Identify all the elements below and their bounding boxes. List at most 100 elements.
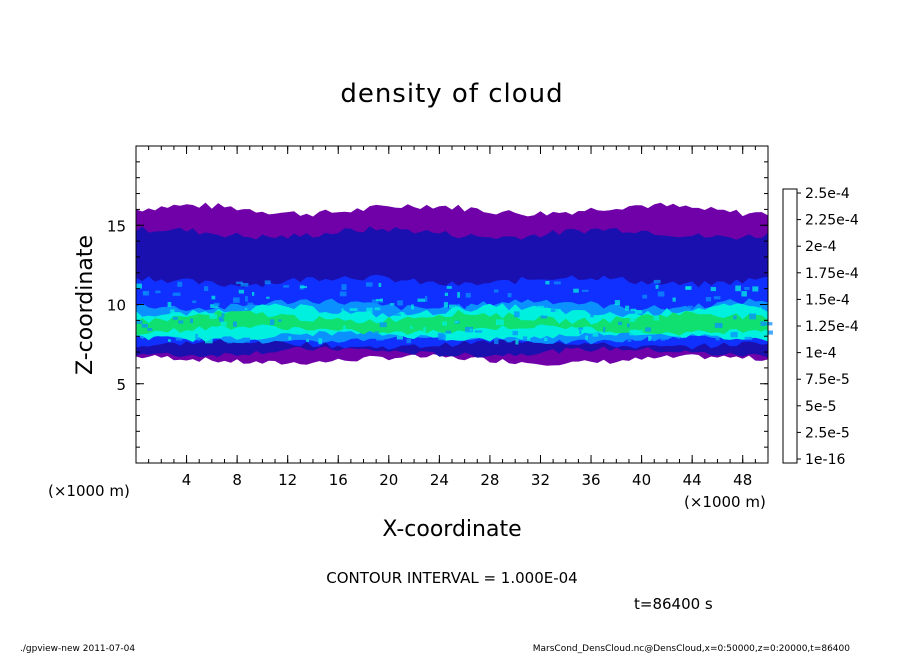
- density-speckle: [136, 320, 143, 324]
- density-speckle: [645, 327, 651, 332]
- density-speckle: [544, 337, 548, 342]
- density-speckle: [410, 325, 413, 329]
- x-tick-label: 12: [278, 471, 297, 489]
- density-speckle: [733, 315, 737, 320]
- colorbar-label: 1.75e-4: [805, 266, 859, 282]
- density-speckle: [713, 296, 721, 300]
- density-speckle: [653, 315, 659, 321]
- y-tick-label: 10: [107, 297, 126, 315]
- density-speckle: [252, 292, 255, 296]
- density-speckle: [752, 286, 759, 292]
- density-speckle: [226, 338, 233, 344]
- density-speckle: [656, 334, 663, 340]
- density-speckle: [527, 336, 531, 341]
- density-speckle: [578, 327, 584, 330]
- density-speckle: [141, 324, 148, 328]
- density-speckle: [376, 335, 384, 341]
- density-speckle: [397, 300, 403, 306]
- density-speckle: [219, 318, 224, 323]
- density-speckle: [167, 302, 172, 307]
- density-layer-6: [136, 309, 768, 336]
- density-speckle: [637, 329, 644, 332]
- density-speckle: [338, 313, 345, 316]
- density-speckle: [685, 286, 692, 290]
- density-speckle: [288, 336, 292, 341]
- density-speckle: [399, 331, 404, 336]
- density-speckle: [630, 308, 637, 312]
- density-speckle: [672, 297, 676, 302]
- density-speckle: [205, 337, 213, 344]
- colorbar-label: 2.25e-4: [805, 213, 859, 229]
- density-speckle: [741, 291, 747, 297]
- density-speckle: [136, 283, 142, 289]
- density-speckle: [349, 308, 358, 311]
- density-speckle: [423, 327, 426, 333]
- y-axis-label: Z-coordinate: [73, 235, 98, 375]
- density-speckle: [465, 326, 473, 333]
- density-speckle: [266, 296, 270, 299]
- density-speckle: [579, 330, 582, 335]
- density-speckle: [378, 282, 382, 287]
- colorbar-label: 1e-16: [805, 452, 845, 468]
- x-tick-label: 8: [232, 471, 242, 489]
- density-speckle: [714, 322, 723, 328]
- density-speckle: [221, 312, 225, 318]
- density-speckle: [366, 307, 373, 314]
- density-speckle: [235, 281, 243, 285]
- density-speckle: [242, 337, 250, 343]
- density-speckle: [218, 316, 223, 321]
- density-speckle: [448, 304, 457, 309]
- colorbar: 2.5e-4 2.25e-4 2e-4 1.75e-4 1.5e-4 1.25e-4 1e-…: [782, 186, 859, 468]
- density-speckle: [749, 313, 757, 320]
- density-speckle: [629, 329, 637, 336]
- density-speckle: [479, 309, 487, 314]
- density-speckle: [553, 281, 561, 285]
- density-speckle: [729, 329, 733, 333]
- density-speckle: [655, 285, 659, 289]
- density-speckle: [318, 338, 323, 345]
- x-tick-label: 24: [430, 471, 449, 489]
- density-speckle: [192, 300, 197, 304]
- density-speckle: [590, 313, 594, 318]
- density-speckle: [177, 281, 183, 287]
- density-speckle: [574, 327, 580, 334]
- density-speckle: [233, 321, 237, 327]
- density-speckle: [635, 310, 643, 314]
- density-speckle: [339, 291, 347, 297]
- density-speckle: [374, 307, 381, 311]
- density-speckle: [514, 311, 520, 318]
- density-speckle: [506, 337, 512, 343]
- density-speckle: [585, 335, 588, 340]
- density-speckle: [379, 322, 387, 328]
- y-tick-label: 5: [116, 376, 126, 394]
- density-speckle: [444, 292, 448, 296]
- density-speckle: [627, 323, 630, 328]
- footer-right-text: MarsCond_DensCloud.nc@DensCloud,x=0:5000…: [533, 644, 850, 654]
- density-speckle: [147, 328, 153, 331]
- x-axis-label: X-coordinate: [382, 517, 521, 542]
- density-speckle: [454, 321, 459, 324]
- density-speckle: [371, 299, 379, 305]
- density-speckle: [469, 328, 472, 331]
- density-speckle: [643, 309, 646, 312]
- density-speckle: [254, 335, 261, 339]
- plot-area: [136, 202, 773, 366]
- colorbar-label: 5e-5: [805, 399, 836, 415]
- x-tick-label: 48: [733, 471, 752, 489]
- density-speckle: [474, 330, 483, 333]
- density-speckle: [240, 283, 249, 287]
- density-speckle: [744, 336, 753, 341]
- density-speckle: [396, 335, 403, 340]
- density-speckle: [735, 285, 741, 292]
- time-text: t=86400 s: [634, 595, 713, 613]
- density-speckle: [661, 336, 665, 341]
- density-speckle: [375, 299, 383, 302]
- density-speckle: [744, 287, 750, 290]
- density-speckle: [512, 330, 518, 336]
- x-tick-label: 20: [379, 471, 398, 489]
- y-tick-label: 15: [107, 217, 126, 235]
- density-speckle: [341, 308, 344, 315]
- contour-interval-text: CONTOUR INTERVAL = 1.000E-04: [326, 569, 577, 587]
- density-speckle: [393, 313, 401, 316]
